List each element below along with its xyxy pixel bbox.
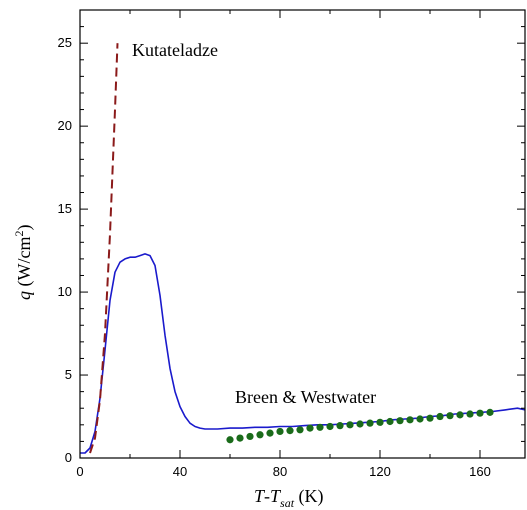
y-tick-label: 10 [58, 284, 72, 299]
breen-westwater-point [226, 436, 234, 444]
breen-westwater-point [376, 418, 384, 426]
plot-area [80, 43, 526, 454]
breen-westwater-point [486, 408, 494, 416]
kutateladze-correlation-line [89, 43, 119, 454]
x-tick-label: 0 [76, 464, 83, 479]
breen-westwater-point [256, 431, 264, 439]
breen-westwater-points [226, 408, 494, 444]
breen-westwater-point [406, 416, 414, 424]
breen-westwater-point [306, 424, 314, 432]
y-axis-title: q (W/cm2) [12, 225, 35, 300]
y-tick-label: 25 [58, 35, 72, 50]
breen-westwater-point [476, 409, 484, 417]
breen-westwater-point [336, 422, 344, 430]
x-axis-title-dash: - [264, 486, 270, 506]
y-tick-label: 0 [65, 450, 72, 465]
x-axis-title: T-Tsat (K) [254, 486, 324, 510]
y-axis-title-sup: 2 [12, 231, 26, 237]
breen-westwater-point [326, 422, 334, 431]
y-tick-label: 15 [58, 201, 72, 216]
y-axis-title-unit: (W/cm [14, 237, 35, 291]
breen-westwater-point [356, 420, 364, 428]
y-tick-label: 20 [58, 118, 72, 133]
breen-westwater-point [316, 423, 324, 431]
breen-westwater-point [276, 427, 284, 436]
breen-westwater-point [286, 427, 294, 435]
breen-westwater-point [446, 412, 454, 420]
x-axis-title-sub: sat [280, 496, 295, 510]
x-tick-label: 40 [173, 464, 187, 479]
breen-westwater-point [366, 419, 374, 427]
x-tick-label: 120 [369, 464, 391, 479]
axis-ticks: 0 40 80 120 160 0 5 10 15 20 25 [58, 9, 525, 479]
y-axis-title-close: ) [14, 225, 35, 231]
y-axis-title-var: q [14, 291, 34, 300]
breen-westwater-point [466, 410, 474, 418]
plot-frame [79, 9, 526, 459]
breen-westwater-point [456, 411, 464, 419]
x-axis-title-var-b: T [270, 486, 282, 506]
annotation-breen-westwater: Breen & Westwater [235, 387, 376, 407]
x-tick-label: 160 [469, 464, 491, 479]
breen-westwater-point [266, 429, 274, 437]
breen-westwater-point [386, 417, 394, 426]
y-tick-label: 5 [65, 367, 72, 382]
breen-westwater-point [396, 417, 404, 425]
breen-westwater-point [246, 432, 254, 441]
breen-westwater-point [436, 412, 444, 421]
breen-westwater-point [416, 415, 424, 423]
breen-westwater-point [426, 414, 434, 422]
x-tick-label: 80 [273, 464, 287, 479]
x-axis-title-var-a: T [254, 486, 266, 506]
annotation-kutateladze: Kutateladze [132, 40, 218, 60]
breen-westwater-point [236, 434, 244, 442]
breen-westwater-point [296, 426, 304, 434]
measured-boiling-curve [80, 253, 526, 454]
breen-westwater-point [346, 421, 354, 429]
x-axis-title-unit: (K) [294, 486, 324, 507]
